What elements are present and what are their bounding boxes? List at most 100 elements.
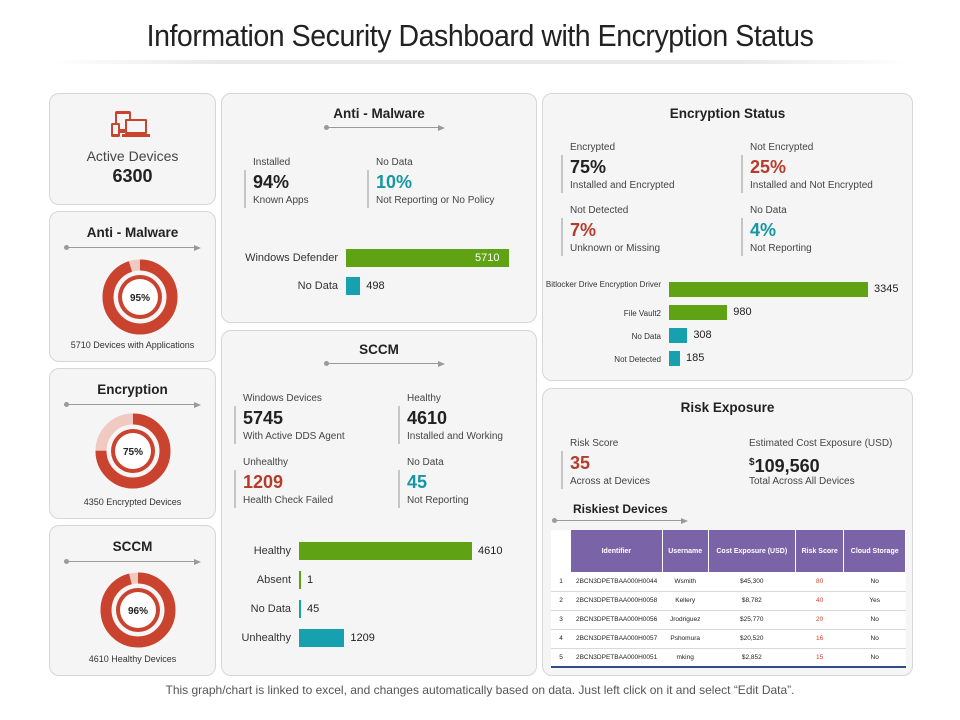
bar-row: Not Detected 185 <box>614 351 868 366</box>
anti-malware-title: Anti - Malware <box>333 106 425 121</box>
table-cell: mking <box>662 648 709 668</box>
donut-value-arc <box>102 259 178 335</box>
stat-windows-devices: Windows Devices 5745 With Active DDS Age… <box>234 392 345 444</box>
donut-percent-label: 75% <box>123 447 143 458</box>
bar-value-label: 4610 <box>478 545 503 557</box>
stat-installed: Installed 94% Known Apps <box>244 156 309 208</box>
table-cell: 2BCN3DPETBAA000H0058 <box>571 591 663 611</box>
bar <box>346 277 361 295</box>
bar-row: Bitlocker Drive Encryption Driver 3345 <box>546 280 898 297</box>
bar-row: File Vault2 980 <box>624 305 868 320</box>
bar-label: Bitlocker Drive Encryption Driver <box>545 280 661 289</box>
bar-label: Healthy <box>253 545 291 557</box>
column-header: Username <box>662 530 709 572</box>
table-cell: Yes <box>843 591 906 611</box>
table-cell: $8,782 <box>708 591 796 611</box>
donut-center <box>115 433 151 469</box>
donut-percent-label: 95% <box>130 293 150 304</box>
currency-symbol: $ <box>749 457 755 468</box>
table-cell: 2BCN3DPETBAA000H0056 <box>571 610 663 630</box>
stat-encrypted: Encrypted 75% Installed and Encrypted <box>561 141 675 193</box>
bar-label: Windows Defender <box>245 252 338 264</box>
donut-svg: 96% <box>100 572 176 648</box>
table-row: 1 2BCN3DPETBAA000H0044 Wsmith $45,300 80 No <box>551 572 906 592</box>
bar-value-label: 185 <box>686 352 705 364</box>
table-cell: $45,300 <box>708 572 796 592</box>
bar-value-label: 1209 <box>350 632 375 644</box>
page-title: Information Security Dashboard with Encr… <box>146 18 814 53</box>
bar <box>669 351 680 366</box>
section-arrow <box>64 559 201 565</box>
donut-value-arc <box>95 413 171 489</box>
sccm-summary-title: SCCM <box>112 539 153 554</box>
bar <box>669 282 868 297</box>
bar-row: No Data 45 <box>251 600 472 618</box>
table-cell: Pshomura <box>662 629 709 649</box>
table-cell: 3 <box>551 610 571 630</box>
stat-enc-no-data: No Data 4% Not Reporting <box>741 204 812 256</box>
anti-malware-panel: Anti - Malware Installed 94% Known Apps … <box>221 93 537 323</box>
sccm-title: SCCM <box>359 342 399 357</box>
table-cell: 2 <box>551 591 571 611</box>
bar <box>299 629 345 647</box>
anti-malware-caption: 5710 Devices with Applications <box>70 340 195 350</box>
devices-icon <box>111 111 150 137</box>
donut-svg: 95% <box>102 259 178 335</box>
table-cell: No <box>843 629 906 649</box>
encryption-summary-card: Encryption 75% 4350 Encrypted Devices <box>49 368 216 519</box>
table-row: 5 2BCN3DPETBAA000H0051 mking $2,852 15 No <box>551 648 906 668</box>
anti-malware-summary-title: Anti - Malware <box>86 225 179 240</box>
section-arrow <box>324 361 445 367</box>
table-cell: $2,852 <box>708 648 796 668</box>
anti-malware-summary-card: Anti - Malware 95% 5710 Devices with App… <box>49 211 216 362</box>
table-cell: 20 <box>795 610 844 630</box>
bar-value-label: 498 <box>366 280 385 292</box>
column-header: Risk Score <box>795 530 845 572</box>
table-cell: Kellery <box>662 591 709 611</box>
table-cell: Wsmith <box>662 572 709 592</box>
bar-row: Healthy 4610 <box>254 542 502 560</box>
bar <box>299 600 301 618</box>
table-cell: 2BCN3DPETBAA000H0051 <box>571 648 663 668</box>
bar-value-label: 980 <box>733 306 752 318</box>
bar <box>299 542 472 560</box>
bar-label: No Data <box>297 280 338 292</box>
title-divider <box>50 60 910 64</box>
footer-note: This graph/chart is linked to excel, and… <box>165 683 795 697</box>
section-arrow <box>64 402 201 408</box>
table-cell: 16 <box>795 629 844 649</box>
risk-exposure-title: Risk Exposure <box>680 400 775 415</box>
table-cell: 1 <box>551 572 571 592</box>
bar <box>669 328 688 343</box>
table-row: 2 2BCN3DPETBAA000H0058 Kellery $8,782 40 Yes <box>551 591 906 611</box>
sccm-panel: SCCM Windows Devices 5745 With Active DD… <box>221 330 537 676</box>
stat-risk-score: Risk Score 35 Across at Devices <box>561 437 650 489</box>
bar-row: No Data 308 <box>632 328 868 343</box>
bar-row: Windows Defender 5710 <box>245 249 509 267</box>
section-arrow <box>64 245 201 251</box>
bar-label: Absent <box>256 574 291 586</box>
risk-exposure-panel: Risk Exposure Risk Score 35 Across at De… <box>542 388 913 676</box>
bar-value-label: 3345 <box>874 283 899 295</box>
section-arrow <box>552 518 688 524</box>
riskiest-devices-table: Identifier Username Cost Exposure (USD) Ris… <box>551 530 906 668</box>
column-header: Identifier <box>571 530 663 572</box>
sccm-summary-card: SCCM 96% 4610 Healthy Devices <box>49 525 216 676</box>
stat-not-detected: Not Detected 7% Unknown or Missing <box>561 204 660 256</box>
table-cell: 2BCN3DPETBAA000H0044 <box>571 572 663 592</box>
stat-no-data: No Data 10% Not Reporting or No Policy <box>367 156 494 208</box>
table-cell: 80 <box>795 572 844 592</box>
table-cell: 40 <box>795 591 844 611</box>
encryption-status-panel: Encryption Status Encrypted 75% Installe… <box>542 93 913 381</box>
donut-center <box>120 592 156 628</box>
sccm-caption: 4610 Healthy Devices <box>88 654 177 664</box>
bar-row: Absent 1 <box>257 571 472 589</box>
table-cell: No <box>843 648 906 668</box>
bar <box>299 571 301 589</box>
table-cell: No <box>843 572 906 592</box>
table-row: 3 2BCN3DPETBAA000H0056 Jrodriguez $25,770 20… <box>551 610 906 630</box>
encryption-status-title: Encryption Status <box>669 106 786 121</box>
riskiest-devices-title: Riskiest Devices <box>573 502 668 516</box>
table-cell: $25,770 <box>708 610 796 630</box>
active-devices-value: 6300 <box>112 166 153 186</box>
